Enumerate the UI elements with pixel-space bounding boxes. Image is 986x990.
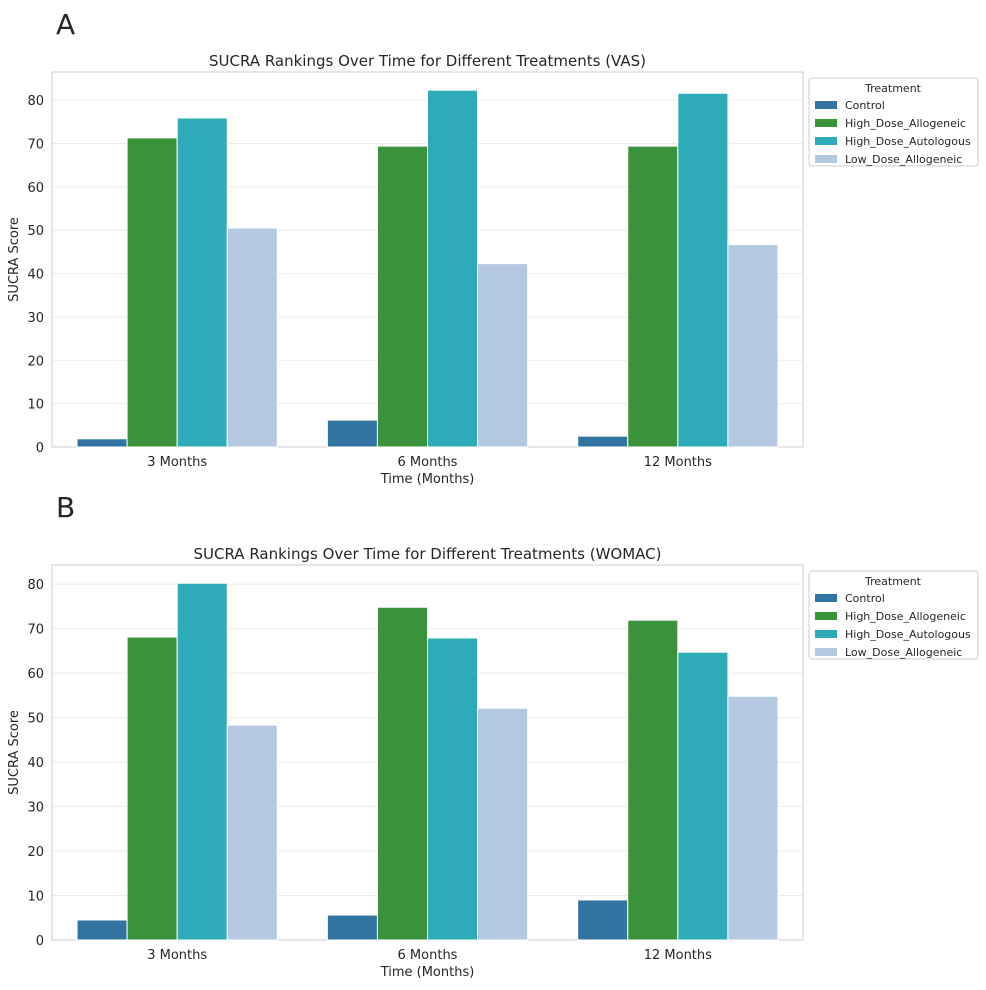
y-tick-label: 30 (27, 311, 44, 326)
bar-low-dose-allogeneic-6-months (477, 707, 529, 941)
bar-high-dose-autologous-3-months (176, 582, 228, 941)
legend-box (808, 77, 979, 167)
bar-low-dose-allogeneic-12-months (727, 244, 779, 448)
bar-high-dose-allogeneic-6-months (376, 606, 428, 941)
bar-high-dose-autologous-12-months (677, 651, 729, 941)
y-axis-label: SUCRA Score (7, 710, 22, 795)
chart-title: SUCRA Rankings Over Time for Different T… (209, 52, 646, 70)
legend-box (808, 570, 979, 660)
bar-low-dose-allogeneic-12-months (727, 695, 779, 941)
y-tick-label: 50 (27, 712, 44, 727)
x-tick-label: 3 Months (147, 948, 207, 963)
chart-panel-b: B SUCRA Rankings Over Time for Different … (7, 491, 979, 980)
bar-control-12-months (577, 899, 629, 941)
bar-high-dose-autologous-6-months (427, 89, 479, 448)
legend-entry: High_Dose_Allogeneic (845, 610, 966, 623)
legend-title: Treatment (864, 82, 922, 95)
bar-low-dose-allogeneic-6-months (477, 263, 529, 448)
y-tick-label: 80 (27, 94, 44, 109)
bar-high-dose-autologous-3-months (176, 117, 228, 448)
bar-high-dose-allogeneic-3-months (126, 636, 178, 941)
legend-swatch (815, 119, 837, 127)
legend-entry: Control (845, 99, 885, 112)
panel-label: A (56, 8, 75, 41)
legend-entry: Low_Dose_Allogeneic (845, 646, 962, 659)
y-tick-label: 50 (27, 224, 44, 239)
x-tick-label: 6 Months (398, 455, 458, 470)
chart-panel-a: A SUCRA Rankings Over Time for Different … (7, 8, 979, 487)
legend-entry: High_Dose_Autologous (845, 135, 971, 148)
legend-entry: Control (845, 592, 885, 605)
bar-high-dose-allogeneic-12-months (627, 145, 679, 448)
legend-title: Treatment (864, 575, 922, 588)
chart-title: SUCRA Rankings Over Time for Different T… (194, 545, 662, 563)
y-tick-label: 30 (27, 801, 44, 816)
legend-swatch (815, 137, 837, 145)
legend-swatch (815, 648, 837, 656)
panel-label: B (56, 491, 75, 524)
bar-high-dose-allogeneic-12-months (627, 619, 679, 941)
y-tick-label: 20 (27, 354, 44, 369)
legend-swatch (815, 155, 837, 163)
legend-swatch (815, 612, 837, 620)
x-tick-label: 3 Months (147, 455, 207, 470)
bar-low-dose-allogeneic-3-months (226, 227, 278, 448)
bar-control-12-months (577, 435, 629, 448)
y-tick-label: 70 (27, 138, 44, 153)
bar-control-3-months (76, 919, 128, 941)
bar-high-dose-autologous-6-months (427, 637, 479, 941)
y-tick-label: 10 (27, 890, 44, 905)
y-tick-label: 0 (36, 934, 44, 949)
bar-control-6-months (326, 419, 378, 448)
y-axis-label: SUCRA Score (7, 217, 22, 302)
y-tick-label: 0 (36, 441, 44, 456)
bar-low-dose-allogeneic-3-months (226, 724, 278, 941)
y-tick-label: 60 (27, 667, 44, 682)
legend-entry: High_Dose_Autologous (845, 628, 971, 641)
legend-swatch (815, 630, 837, 638)
x-axis-label: Time (Months) (380, 965, 475, 980)
bar-control-3-months (76, 438, 128, 448)
legend-swatch (815, 101, 837, 109)
legend: Treatment Control High_Dose_Allogeneic High… (808, 570, 979, 660)
x-axis-label: Time (Months) (380, 472, 475, 487)
bar-control-6-months (326, 914, 378, 941)
y-tick-label: 10 (27, 398, 44, 413)
legend-entry: High_Dose_Allogeneic (845, 117, 966, 130)
x-tick-label: 12 Months (644, 948, 712, 963)
y-tick-label: 70 (27, 623, 44, 638)
bar-high-dose-autologous-12-months (677, 92, 729, 448)
x-tick-label: 6 Months (398, 948, 458, 963)
y-tick-label: 60 (27, 181, 44, 196)
bar-high-dose-allogeneic-6-months (376, 145, 428, 448)
y-tick-label: 20 (27, 845, 44, 860)
y-tick-label: 80 (27, 578, 44, 593)
legend-entry: Low_Dose_Allogeneic (845, 153, 962, 166)
bar-high-dose-allogeneic-3-months (126, 137, 178, 448)
y-tick-label: 40 (27, 756, 44, 771)
legend: Treatment Control High_Dose_Allogeneic High… (808, 77, 979, 167)
legend-swatch (815, 594, 837, 602)
x-tick-label: 12 Months (644, 455, 712, 470)
y-tick-label: 40 (27, 268, 44, 283)
